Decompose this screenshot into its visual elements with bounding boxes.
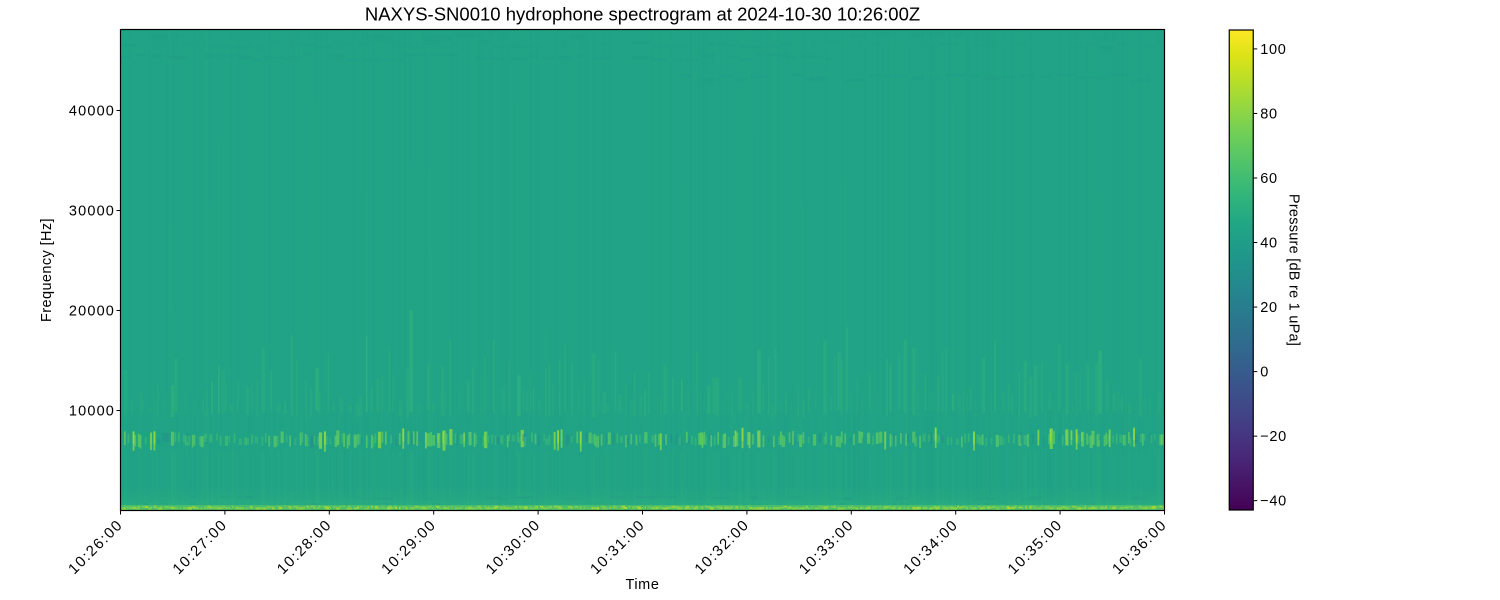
svg-text:40000: 40000 (69, 104, 115, 120)
svg-text:20: 20 (1260, 300, 1278, 316)
svg-text:30000: 30000 (69, 204, 115, 220)
svg-text:20000: 20000 (69, 304, 115, 320)
svg-text:10000: 10000 (69, 404, 115, 420)
svg-text:NAXYS-SN0010 hydrophone spectr: NAXYS-SN0010 hydrophone spectrogram at 2… (365, 4, 920, 25)
svg-text:80: 80 (1260, 106, 1278, 122)
svg-text:Pressure [dB re 1 uPa]: Pressure [dB re 1 uPa] (1286, 194, 1302, 346)
svg-text:Time: Time (626, 577, 660, 593)
svg-text:100: 100 (1260, 42, 1286, 58)
svg-text:−20: −20 (1260, 429, 1287, 445)
svg-text:Frequency [Hz]: Frequency [Hz] (39, 218, 55, 322)
svg-text:60: 60 (1260, 171, 1278, 187)
svg-text:−40: −40 (1260, 494, 1287, 510)
svg-text:0: 0 (1260, 365, 1269, 381)
svg-text:40: 40 (1260, 236, 1278, 252)
